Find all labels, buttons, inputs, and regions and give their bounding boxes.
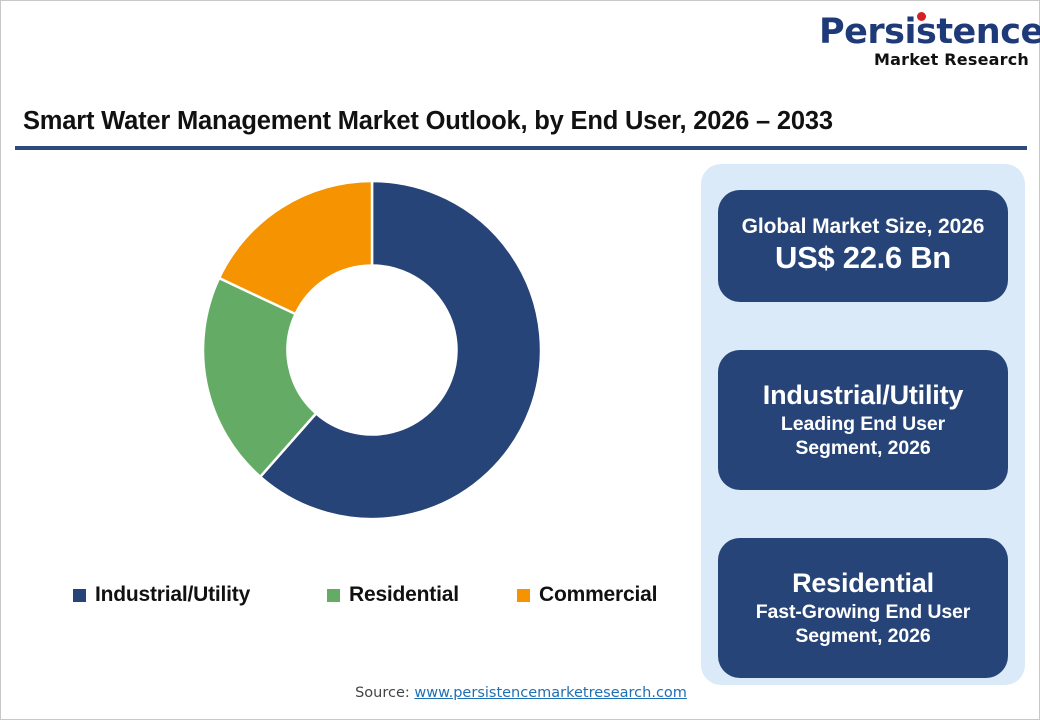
card-fastest-growing-subtitle-line1: Fast-Growing End User (755, 600, 971, 623)
donut-chart-graphic (203, 181, 541, 519)
source-link[interactable]: www.persistencemarketresearch.com (414, 685, 687, 701)
slice-industrial-utility[interactable] (258, 181, 541, 519)
company-logo: Persistence Market Research (819, 12, 1040, 69)
card-fastest-growing-subtitle-line2: Segment, 2026 (795, 625, 931, 648)
logo-tagline: Market Research (874, 50, 1029, 69)
legend-label-industrial-utility: Industrial/Utility (95, 583, 251, 606)
card-market-size-value: US$ 22.6 Bn (775, 240, 951, 276)
page-title: Smart Water Management Market Outlook, b… (23, 107, 833, 135)
legend-swatch-residential (327, 588, 340, 602)
legend-swatch-industrial-utility (73, 588, 86, 602)
logo-brand-label: Persistence (819, 12, 1040, 52)
slice-residential[interactable] (203, 276, 318, 479)
chart-legend: Industrial/Utility Residential Commercia… (73, 583, 673, 613)
legend-item-residential[interactable]: Residential (327, 583, 459, 607)
highlights-panel: Global Market Size, 2026 US$ 22.6 Bn Ind… (701, 164, 1025, 685)
donut-slice-group (203, 181, 541, 519)
legend-item-industrial-utility[interactable]: Industrial/Utility (73, 583, 250, 607)
donut-chart (1, 161, 691, 561)
donut-svg (203, 181, 541, 519)
card-market-size-heading: Global Market Size, 2026 (741, 215, 985, 239)
card-fastest-growing-title: Residential (792, 568, 934, 599)
logo-dot-icon (917, 12, 926, 21)
card-leading-segment: Industrial/Utility Leading End User Segm… (718, 350, 1008, 490)
card-leading-segment-title: Industrial/Utility (762, 380, 964, 411)
card-leading-segment-subtitle-line1: Leading End User (780, 412, 946, 435)
card-leading-segment-subtitle-line2: Segment, 2026 (795, 437, 931, 460)
legend-item-commercial[interactable]: Commercial (517, 583, 657, 607)
source-label: Source: (355, 685, 415, 701)
legend-label-residential: Residential (349, 583, 459, 606)
card-global-market-size: Global Market Size, 2026 US$ 22.6 Bn (718, 190, 1008, 302)
card-fastest-growing-segment: Residential Fast-Growing End User Segmen… (718, 538, 1008, 678)
source-line: Source: www.persistencemarketresearch.co… (1, 685, 1040, 701)
logo-brand-text: Persistence (819, 12, 1040, 52)
legend-swatch-commercial (517, 588, 530, 602)
legend-label-commercial: Commercial (539, 583, 658, 606)
slice-commercial[interactable] (217, 181, 374, 316)
title-divider (15, 146, 1027, 150)
